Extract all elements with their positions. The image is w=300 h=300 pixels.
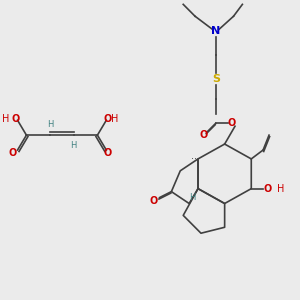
Text: H: H xyxy=(47,120,53,129)
Text: ...: ... xyxy=(190,151,200,161)
Text: N: N xyxy=(211,26,220,36)
Text: H: H xyxy=(2,114,9,124)
Text: O: O xyxy=(263,184,272,194)
Text: H: H xyxy=(189,193,195,202)
Text: H: H xyxy=(111,114,118,124)
Text: O: O xyxy=(200,130,208,140)
Text: O: O xyxy=(104,114,112,124)
Text: O: O xyxy=(228,118,236,128)
Text: S: S xyxy=(212,74,220,84)
Text: O: O xyxy=(149,196,158,206)
Text: H: H xyxy=(70,141,77,150)
Text: O: O xyxy=(12,114,20,124)
Text: O: O xyxy=(104,148,112,158)
Text: O: O xyxy=(9,148,17,158)
Text: H: H xyxy=(277,184,284,194)
